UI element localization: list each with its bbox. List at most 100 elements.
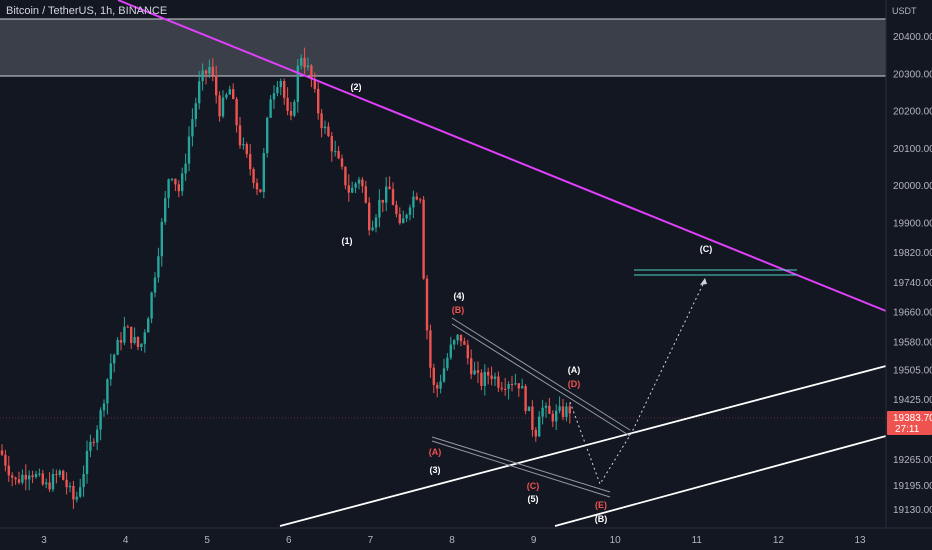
candle-body: [85, 450, 89, 475]
candle-body: [480, 372, 483, 386]
candle-body: [371, 227, 374, 231]
candle-body: [24, 474, 27, 480]
price-axis-ticks: 20400.00 20300.00 20200.00 20100.00 20000.00…: [893, 32, 932, 516]
wave-label-3: (3): [430, 465, 441, 475]
candle-body: [113, 354, 116, 364]
candle-body: [218, 95, 221, 117]
candle-body: [68, 485, 72, 488]
candle-body: [0, 450, 4, 455]
candle-body: [191, 119, 194, 137]
wave-label-1: (1): [342, 236, 353, 246]
candle-body: [381, 199, 384, 203]
candle-body: [330, 136, 333, 152]
candle-body: [436, 384, 439, 389]
candle-body: [476, 370, 480, 373]
candle-body: [340, 158, 344, 167]
candle-body: [313, 79, 316, 89]
time-tick-label: 3: [41, 535, 47, 546]
candle-body: [459, 334, 463, 342]
candlestick-series: [0, 47, 571, 509]
wedge-upper-line-1[interactable]: [451, 317, 631, 431]
time-tick-label: 13: [854, 535, 866, 546]
candle-body: [232, 89, 235, 99]
candle-body: [463, 341, 466, 345]
candle-body: [96, 429, 99, 443]
wave-label-white-b: (B): [595, 514, 608, 524]
wedge-lower-line-1[interactable]: [431, 436, 611, 493]
time-axis-panel[interactable]: [0, 528, 932, 550]
candle-body: [439, 381, 442, 389]
candle-body: [249, 154, 252, 170]
candle-body: [157, 256, 160, 278]
candle-body: [289, 110, 293, 116]
candle-body: [204, 70, 208, 74]
candle-body: [544, 405, 548, 408]
candle-body: [116, 340, 119, 355]
candle-body: [262, 153, 265, 193]
candle-body: [28, 475, 31, 480]
candle-body: [17, 479, 21, 483]
candle-body: [153, 277, 157, 293]
candle-body: [408, 207, 412, 215]
time-tick-label: 11: [692, 535, 703, 546]
candle-body: [504, 388, 507, 390]
wave-label-red-b: (B): [452, 305, 465, 315]
channel-upper-line[interactable]: [279, 365, 887, 527]
candle-body: [534, 429, 537, 437]
candle-body: [252, 169, 255, 183]
candle-body: [130, 326, 133, 344]
candle-body: [21, 474, 24, 483]
candle-body: [521, 386, 524, 389]
candle-body: [555, 410, 558, 422]
price-axis-panel[interactable]: [886, 0, 932, 550]
time-axis-ticks: 3 4 5 6 7 8 9 10 11 12 13: [41, 535, 866, 546]
candle-body: [79, 487, 82, 497]
wave-label-5: (5): [528, 494, 539, 504]
arrow-head-icon: [700, 278, 707, 285]
candle-body: [538, 416, 541, 437]
candle-body: [300, 57, 303, 66]
channel-lower-line[interactable]: [554, 435, 887, 527]
candle-body: [255, 182, 259, 190]
wedge-lower-line-2[interactable]: [431, 440, 611, 498]
candle-body: [493, 376, 497, 379]
candle-body: [310, 65, 313, 80]
candle-body: [517, 383, 520, 389]
candle-body: [48, 482, 51, 490]
candle-body: [92, 441, 95, 443]
candle-body: [147, 318, 150, 333]
resistance-zone: [0, 19, 886, 76]
time-tick-label: 7: [368, 535, 374, 546]
candle-body: [456, 334, 459, 341]
candle-body: [473, 370, 476, 375]
price-tick-label: 19820.00: [893, 248, 932, 259]
wedge-upper-line-2[interactable]: [451, 323, 631, 437]
price-tick-label: 20100.00: [893, 144, 932, 155]
price-tick-label: 19580.00: [893, 337, 932, 348]
symbol-title: Bitcoin / TetherUS, 1h, BINANCE: [6, 5, 168, 17]
candle-body: [449, 344, 452, 358]
candle-body: [415, 196, 418, 200]
candle-body: [561, 406, 565, 417]
time-tick-label: 5: [204, 535, 210, 546]
candle-body: [344, 166, 347, 186]
candle-body: [357, 179, 361, 184]
wave-label-white-a: (A): [568, 365, 581, 375]
price-tick-label: 19265.00: [893, 455, 932, 466]
candle-body: [510, 383, 514, 385]
descending-trendline[interactable]: [117, 0, 887, 312]
candle-body: [320, 113, 323, 129]
candle-body: [487, 372, 490, 376]
candle-body: [279, 81, 282, 88]
candle-body: [7, 465, 10, 476]
candle-body: [211, 66, 214, 76]
candle-body: [565, 406, 568, 417]
price-tick-label: 19195.00: [893, 481, 932, 492]
candle-body: [269, 99, 272, 118]
candle-body: [283, 81, 286, 98]
candle-body: [432, 367, 435, 385]
candle-body: [453, 340, 456, 345]
candle-body: [126, 326, 129, 328]
candle-body: [123, 326, 126, 343]
